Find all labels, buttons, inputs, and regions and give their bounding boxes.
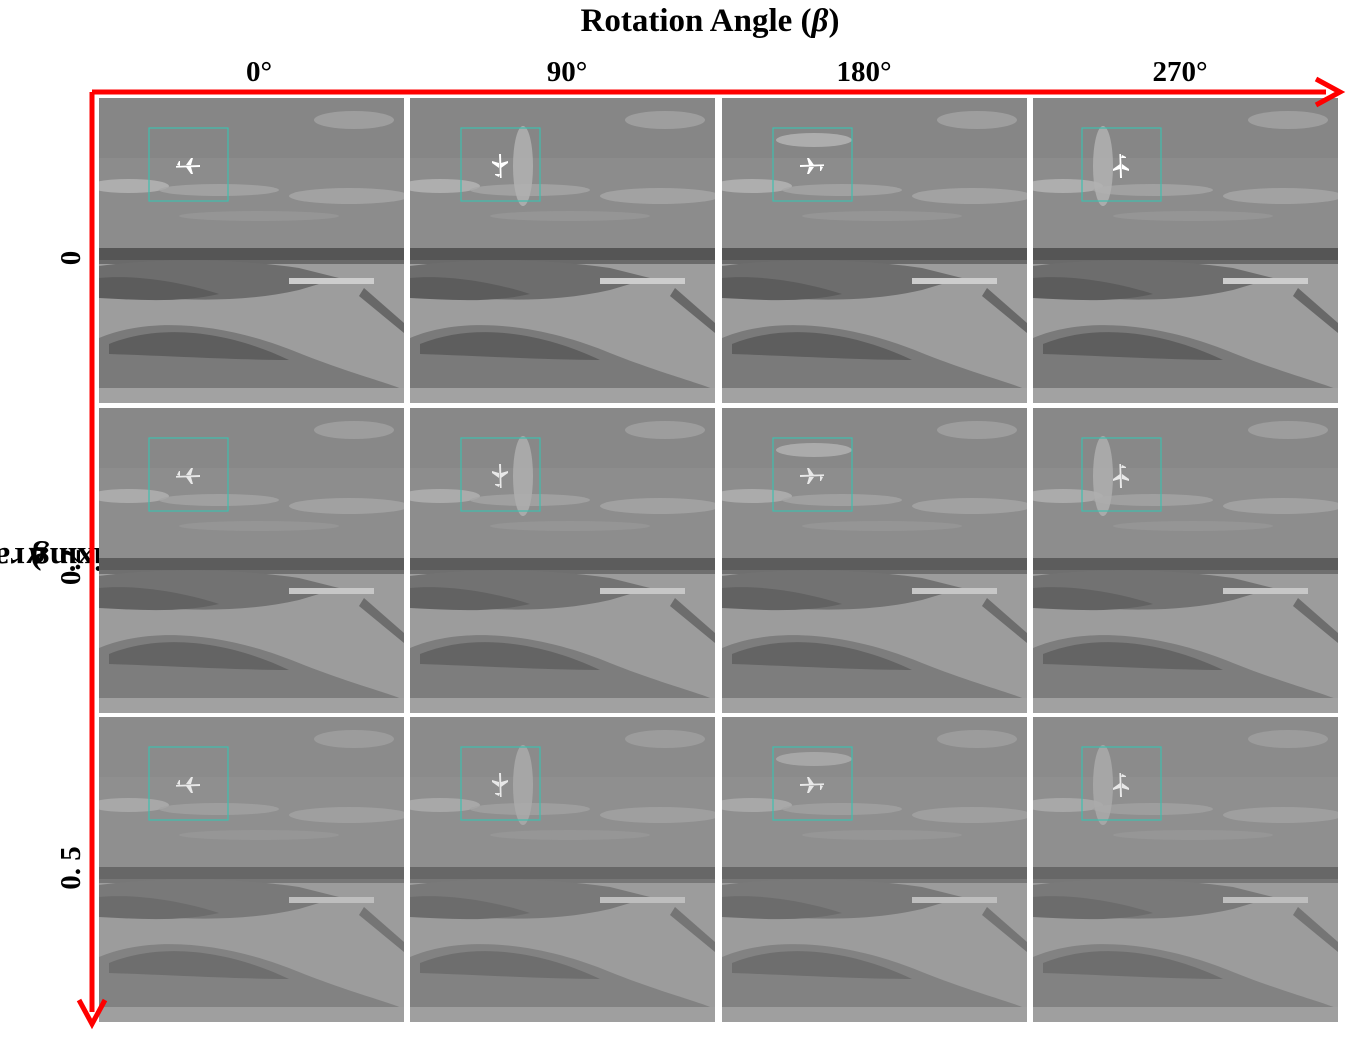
target-box	[460, 437, 541, 512]
target-box	[148, 127, 229, 202]
y-axis-arrowhead	[76, 998, 108, 1030]
column-label-180: 180°	[836, 56, 892, 88]
target-box	[772, 746, 853, 821]
airplane-icon	[176, 777, 200, 793]
airplane-icon	[176, 158, 200, 174]
title-text: Rotation Angle (	[580, 3, 812, 39]
target-box	[1081, 127, 1162, 202]
image-panel	[722, 717, 1027, 1022]
image-panel	[722, 98, 1027, 403]
target-box	[772, 437, 853, 512]
image-panel	[1033, 408, 1338, 713]
title-symbol: β	[811, 3, 829, 39]
target-box	[460, 746, 541, 821]
image-panel	[410, 717, 715, 1022]
image-panel	[1033, 717, 1338, 1022]
airplane-icon	[1113, 154, 1129, 178]
image-panel	[1033, 98, 1338, 403]
airplane-icon	[1113, 773, 1129, 797]
x-axis-arrowhead	[1314, 76, 1346, 108]
airplane-icon	[492, 773, 508, 797]
airplane-icon	[800, 777, 824, 793]
airplane-icon	[492, 154, 508, 178]
column-label-90: 90°	[546, 56, 588, 88]
image-panel	[410, 98, 715, 403]
airplane-icon	[176, 468, 200, 484]
image-panel	[99, 98, 404, 403]
image-panel	[99, 717, 404, 1022]
target-box	[148, 437, 229, 512]
target-box	[148, 746, 229, 821]
image-panel	[99, 408, 404, 713]
title-close: )	[828, 3, 840, 39]
target-box	[1081, 437, 1162, 512]
column-label-0: 0°	[245, 56, 273, 88]
airplane-icon	[1113, 464, 1129, 488]
image-panel	[410, 408, 715, 713]
figure-title: Rotation Angle (β)	[0, 0, 1365, 42]
target-box	[460, 127, 541, 202]
airplane-icon	[800, 468, 824, 484]
column-label-270: 270°	[1152, 56, 1208, 88]
target-box	[1081, 746, 1162, 821]
airplane-icon	[800, 158, 824, 174]
image-panel	[722, 408, 1027, 713]
target-box	[772, 127, 853, 202]
airplane-icon	[492, 464, 508, 488]
